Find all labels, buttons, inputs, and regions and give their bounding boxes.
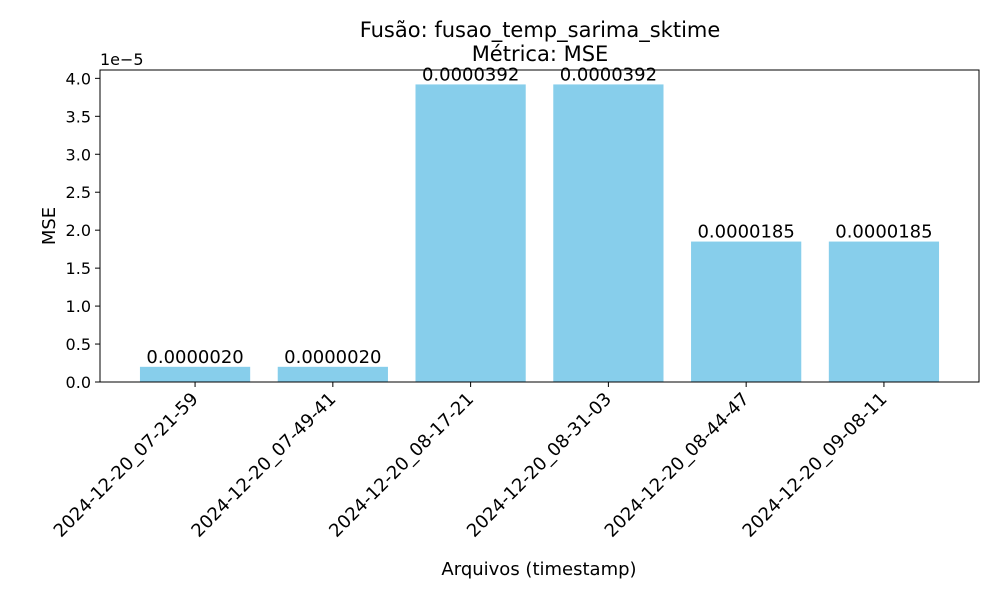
x-axis-label: Arquivos (timestamp) [441,559,636,580]
y-axis-label: MSE [39,207,60,245]
bar [691,241,802,382]
x-tick-label: 2024-12-20_07-49-41 [187,389,340,542]
y-tick-label: 2.5 [66,183,91,202]
y-tick-label: 2.0 [66,221,91,240]
y-scale-label: 1e−5 [100,50,144,69]
y-tick-label: 1.5 [66,259,91,278]
bar-value-label: 0.0000020 [146,347,243,368]
y-tick-label: 3.5 [66,107,91,126]
bar-value-label: 0.0000185 [835,222,932,243]
bar [139,366,251,382]
x-tick-label: 2024-12-20_09-08-11 [739,389,892,542]
x-tick-label: 2024-12-20_08-17-21 [325,389,478,542]
bar-value-label: 0.0000020 [284,347,381,368]
bar-value-label: 0.0000392 [422,64,519,85]
y-tick-label: 3.0 [66,145,91,164]
bar-value-label: 0.0000392 [560,64,657,85]
x-tick-label: 2024-12-20_08-44-47 [601,389,754,542]
bars-group [139,84,940,383]
x-tick-label: 2024-12-20_08-31-03 [463,389,616,542]
x-tick-label: 2024-12-20_07-21-59 [50,389,203,542]
bar [553,84,664,383]
y-tick-label: 0.0 [66,373,91,392]
plot-frame [99,69,980,383]
bar [828,241,940,382]
x-axis: 2024-12-20_07-21-592024-12-20_07-49-4120… [50,382,892,542]
bar [415,84,526,383]
y-tick-label: 1.0 [66,297,91,316]
chart-subtitle: Métrica: MSE [472,42,609,66]
y-axis: 0.0 0.5 1.0 1.5 2.0 2.5 3.0 3.5 4.0 [66,69,100,392]
value-labels-group: 0.0000020 0.0000020 0.0000392 0.0000392 0.00… [146,64,932,367]
bar-value-label: 0.0000185 [697,222,794,243]
y-tick-label: 4.0 [66,69,91,88]
bar [277,366,388,382]
y-tick-label: 0.5 [66,335,91,354]
chart-title: Fusão: fusao_temp_sarima_sktime [360,18,721,43]
